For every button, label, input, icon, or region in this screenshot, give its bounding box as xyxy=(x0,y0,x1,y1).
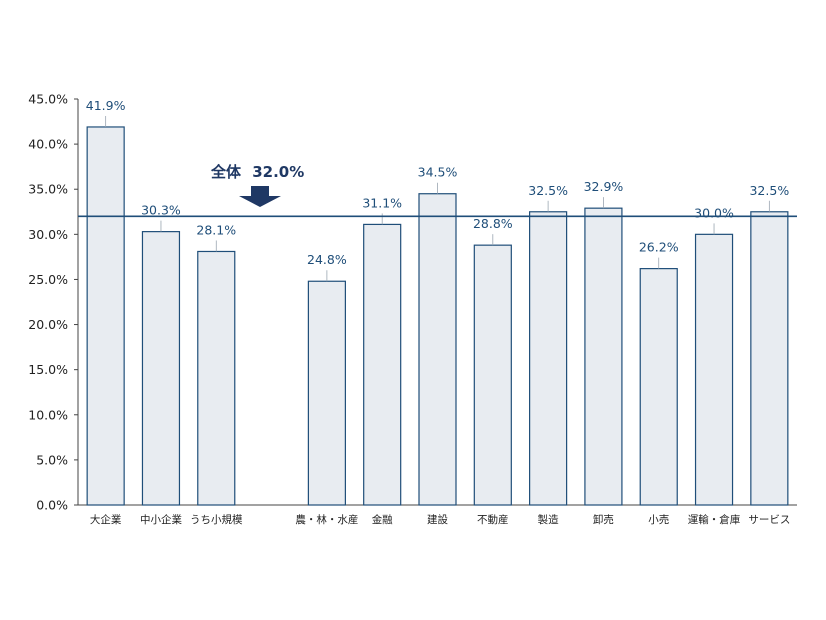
reference-group: 全体 32.0% xyxy=(78,163,797,218)
reference-label-value: 32.0% xyxy=(252,163,304,181)
bar xyxy=(639,268,678,506)
data-label: 30.0% xyxy=(694,205,734,220)
data-label: 32.5% xyxy=(749,183,789,198)
x-tick-label: 大企業 xyxy=(90,513,122,526)
bars-group xyxy=(86,126,789,506)
x-tick-label: 中小企業 xyxy=(140,513,182,526)
data-label: 28.1% xyxy=(196,222,236,237)
y-tick-label: 35.0% xyxy=(28,182,68,197)
data-label: 34.5% xyxy=(418,165,458,180)
bar xyxy=(363,223,402,506)
bar xyxy=(86,126,125,506)
data-label: 32.5% xyxy=(528,183,568,198)
data-label: 31.1% xyxy=(362,195,402,210)
bar xyxy=(529,211,568,506)
reference-label-prefix: 全体 xyxy=(210,163,246,181)
y-tick-label: 20.0% xyxy=(28,317,68,332)
y-tick-label: 25.0% xyxy=(28,272,68,287)
x-tick-label: 農・林・水産 xyxy=(295,513,358,526)
bar xyxy=(418,193,457,506)
bar xyxy=(197,250,236,506)
data-label: 32.9% xyxy=(584,179,624,194)
x-tick-label: 小売 xyxy=(648,513,669,526)
bar xyxy=(584,207,623,506)
y-tick-label: 10.0% xyxy=(28,407,68,422)
x-tick-label: 運輸・倉庫 xyxy=(688,513,741,526)
down-arrow-icon xyxy=(239,186,281,207)
data-label: 41.9% xyxy=(86,98,126,113)
bar xyxy=(307,280,346,506)
x-tick-label: うち小規模 xyxy=(190,514,243,526)
x-tick-label: 製造 xyxy=(538,513,559,526)
x-tick-label: 建設 xyxy=(427,513,448,526)
x-axis-labels-group: 大企業 中小企業 うち小規模 農・林・水産 金融 建設 不動産 製造 卸売 小売 運輸・倉庫 サービス xyxy=(90,513,790,526)
y-tick-label: 30.0% xyxy=(28,227,68,242)
data-label: 28.8% xyxy=(473,216,513,231)
bar xyxy=(473,244,512,506)
data-label: 24.8% xyxy=(307,252,347,267)
x-tick-label: 不動産 xyxy=(477,513,509,526)
y-tick-label: 15.0% xyxy=(28,362,68,377)
bar xyxy=(141,231,181,506)
x-tick-label: サービス xyxy=(748,514,790,526)
data-label: 30.3% xyxy=(141,203,181,218)
x-tick-label: 金融 xyxy=(372,513,393,526)
y-tick-label: 40.0% xyxy=(28,137,68,152)
reference-label: 全体 32.0% xyxy=(210,163,304,181)
y-tick-label: 45.0% xyxy=(28,92,68,107)
bar xyxy=(694,233,734,506)
x-tick-label: 卸売 xyxy=(593,513,614,526)
y-tick-label: 0.0% xyxy=(36,498,68,513)
y-tick-label: 5.0% xyxy=(36,452,68,467)
data-labels-group: 41.9% 30.3% 28.1% 24.8% 31.1% 34.5% 28.8% 32.5%… xyxy=(86,98,789,282)
bar xyxy=(750,211,789,506)
data-label: 26.2% xyxy=(639,240,679,255)
